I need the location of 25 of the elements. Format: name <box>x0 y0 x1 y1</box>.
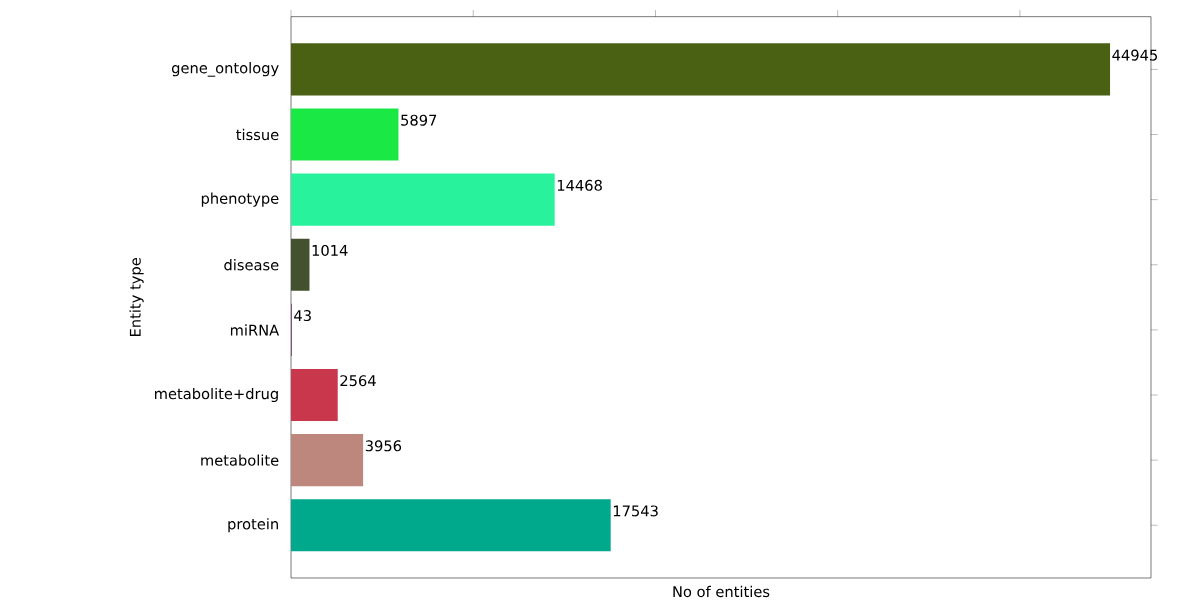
x-axis-title: No of entities <box>673 585 770 598</box>
y-tick-label: miRNA <box>230 324 280 336</box>
y-tick-label: disease <box>224 259 279 271</box>
bar <box>291 43 1111 96</box>
data-label: 2564 <box>340 375 376 387</box>
y-tick-label: metabolite+drug <box>155 387 278 403</box>
data-label: 44945 <box>1112 49 1158 61</box>
bar <box>291 499 611 552</box>
bar <box>291 108 399 161</box>
bar <box>291 434 364 487</box>
bar <box>291 173 555 226</box>
y-tick-label: metabolite <box>201 454 279 466</box>
bar <box>291 368 338 422</box>
data-label: 5897 <box>401 114 437 126</box>
bar <box>291 238 310 291</box>
data-label: 17543 <box>613 505 658 517</box>
data-label: 43 <box>294 310 311 322</box>
y-tick-label: phenotype <box>201 192 279 207</box>
data-label: 1014 <box>312 244 348 256</box>
y-tick-label: protein <box>228 518 278 533</box>
y-axis-title: Entity type <box>129 257 144 337</box>
data-label: 14468 <box>557 179 602 191</box>
y-tick-label: gene_ontology <box>171 62 279 77</box>
y-tick-label: tissue <box>236 128 279 141</box>
data-label: 3956 <box>365 440 402 452</box>
